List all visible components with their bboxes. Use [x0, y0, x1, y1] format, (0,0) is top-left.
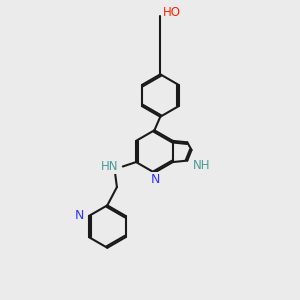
Text: N: N	[74, 209, 84, 222]
Text: N: N	[150, 172, 160, 186]
Text: NH: NH	[193, 159, 210, 172]
Text: HO: HO	[163, 6, 181, 19]
Text: HN: HN	[101, 160, 119, 173]
